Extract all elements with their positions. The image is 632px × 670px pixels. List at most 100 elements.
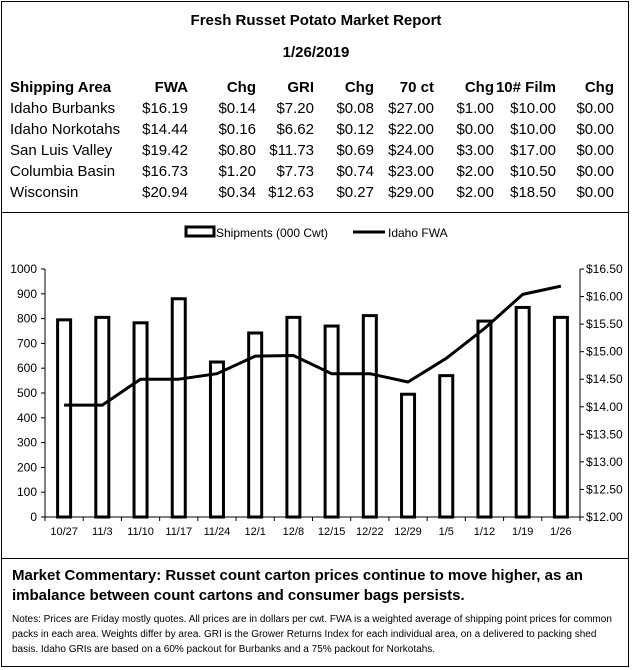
left-tick-label: 200 [17, 460, 37, 474]
price-cell: $0.14 [218, 100, 256, 117]
header-10lb-film: 10# Film [495, 79, 556, 96]
price-cell: $10.50 [510, 163, 556, 180]
price-table-row: Columbia Basin $16.73 $1.20 $7.73 $0.74 $23.0… [10, 161, 614, 182]
x-tick-label: 12/1 [244, 526, 265, 538]
price-table-row: Idaho Norkotahs $14.44 $0.16 $6.62 $0.12 $22.… [10, 119, 614, 140]
price-cell: $0.00 [576, 142, 614, 159]
x-tick-label: 11/10 [127, 526, 154, 538]
market-commentary: Market Commentary: Russet count carton p… [12, 567, 583, 604]
price-cell: $0.00 [576, 184, 614, 201]
shipment-bar [56, 318, 73, 519]
header-70ct-chg: Chg [464, 79, 494, 96]
right-tick-label: $16.00 [586, 290, 623, 304]
shipment-bar [285, 315, 302, 519]
shipment-bar [170, 297, 187, 519]
shipment-bar [323, 324, 340, 519]
left-tick-label: 700 [17, 336, 37, 350]
x-tick-label: 1/19 [512, 526, 533, 538]
right-tick-label: $13.00 [586, 455, 623, 469]
shipment-bar [476, 319, 493, 519]
x-tick-label: 11/17 [165, 526, 192, 538]
shipments-fwa-chart: 0 100 200 300 400 500 600 700 800 900 1000 $12.00 $1… [10, 225, 623, 538]
header-fwa: FWA [154, 79, 188, 96]
price-cell: $1.20 [218, 163, 256, 180]
price-cell: $16.19 [142, 100, 188, 117]
idaho-fwa-line [64, 284, 562, 407]
x-tick-label: 12/15 [318, 526, 346, 538]
price-cell: $0.00 [576, 121, 614, 138]
price-cell: $7.73 [276, 163, 314, 180]
x-tick-label: 11/3 [92, 526, 113, 538]
shipment-bar [438, 374, 455, 519]
legend-fwa-label: Idaho FWA [388, 226, 448, 240]
right-tick-label: $12.50 [586, 482, 623, 496]
header-shipping-area: Shipping Area [10, 79, 112, 96]
x-tick-label: 12/29 [394, 526, 422, 538]
shipment-bar [94, 315, 111, 519]
price-cell: $24.00 [388, 142, 434, 159]
shipment-bar [132, 321, 149, 519]
price-cell: $10.00 [510, 121, 556, 138]
left-tick-label: 600 [17, 361, 37, 375]
report-date: 1/26/2019 [282, 44, 350, 61]
right-tick-label: $16.50 [586, 262, 623, 276]
x-tick-label: 12/8 [283, 526, 304, 538]
price-cell: $2.00 [456, 184, 494, 201]
shipping-area-cell: Idaho Burbanks [10, 100, 116, 117]
price-cell: $0.00 [576, 163, 614, 180]
price-cell: $14.44 [142, 121, 188, 138]
price-cell: $7.20 [276, 100, 314, 117]
shipping-area-cell: Columbia Basin [10, 163, 116, 180]
price-cell: $0.74 [336, 163, 374, 180]
price-cell: $0.08 [336, 100, 374, 117]
price-cell: $18.50 [510, 184, 556, 201]
report-title: Fresh Russet Potato Market Report [190, 12, 442, 29]
header-10lb-chg: Chg [584, 79, 614, 96]
right-tick-label: $15.50 [586, 317, 623, 331]
legend-shipments-swatch [184, 225, 216, 238]
price-cell: $0.80 [218, 142, 256, 159]
left-tick-label: 1000 [10, 262, 37, 276]
price-cell: $19.42 [142, 142, 188, 159]
right-tick-label: $13.50 [586, 427, 623, 441]
right-tick-label: $12.00 [586, 510, 623, 524]
left-tick-label: 0 [30, 510, 37, 524]
shipment-bar [400, 392, 417, 519]
header-70ct: 70 ct [399, 79, 434, 96]
header-gri-chg: Chg [344, 79, 374, 96]
x-tick-label: 12/22 [356, 526, 384, 538]
price-cell: $10.00 [510, 100, 556, 117]
left-tick-label: 800 [17, 312, 37, 326]
x-tick-label: 11/24 [204, 526, 231, 538]
price-cell: $0.12 [336, 121, 374, 138]
shipment-bar [514, 305, 531, 519]
shipping-area-cell: Idaho Norkotahs [10, 121, 121, 138]
shipment-bar [208, 360, 225, 519]
x-tick-label: 1/12 [474, 526, 495, 538]
price-cell: $0.00 [456, 121, 494, 138]
shipment-bar [361, 314, 378, 519]
x-tick-label: 1/5 [439, 526, 454, 538]
notes-text: Notes: Prices are Friday mostly quotes. … [12, 614, 612, 655]
price-cell: $20.94 [142, 184, 188, 201]
price-cell: $16.73 [142, 163, 188, 180]
shipping-area-cell: San Luis Valley [10, 142, 113, 159]
x-tick-label: 1/26 [550, 526, 571, 538]
price-cell: $3.00 [456, 142, 494, 159]
left-tick-label: 500 [17, 386, 37, 400]
header-fwa-chg: Chg [226, 79, 256, 96]
price-cell: $0.34 [218, 184, 256, 201]
price-cell: $11.73 [269, 142, 314, 159]
chart-area: 0 100 200 300 400 500 600 700 800 900 1000 $12.00 $1… [2, 212, 628, 559]
right-tick-label: $15.00 [586, 345, 623, 359]
price-cell: $23.00 [388, 163, 434, 180]
price-cell: $27.00 [388, 100, 434, 117]
right-tick-label: $14.50 [586, 372, 623, 386]
price-cell: $0.27 [336, 184, 374, 201]
price-table-header: Shipping Area FWA Chg GRI Chg 70 ct Chg … [10, 77, 614, 98]
shipping-area-cell: Wisconsin [10, 184, 79, 201]
price-table: Shipping Area FWA Chg GRI Chg 70 ct Chg … [10, 77, 614, 203]
price-cell: $22.00 [388, 121, 434, 138]
shipment-bar [247, 331, 264, 519]
